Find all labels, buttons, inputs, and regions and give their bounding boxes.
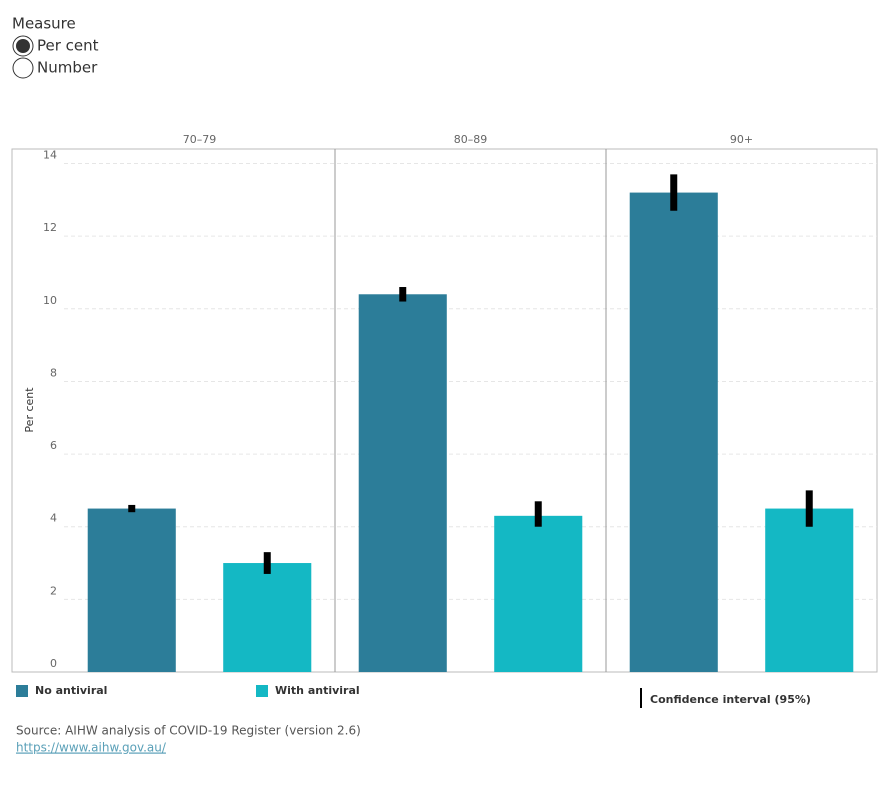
radio-dot	[16, 39, 30, 53]
source-link-text[interactable]: https://www.aihw.gov.au/	[16, 741, 167, 755]
radio-label[interactable]: Per cent	[37, 37, 99, 55]
y-tick-label: 4	[50, 512, 57, 525]
y-tick-label: 14	[43, 149, 57, 162]
measure-title: Measure	[12, 15, 76, 33]
bar	[765, 508, 854, 672]
legend-swatch	[256, 685, 268, 697]
y-tick-label: 6	[50, 439, 57, 452]
legend-label: With antiviral	[275, 684, 360, 697]
y-tick-label: 10	[43, 294, 57, 307]
legend-label: No antiviral	[35, 684, 107, 697]
source-link[interactable]: https://www.aihw.gov.au/	[16, 741, 167, 755]
y-tick-label: 0	[50, 657, 57, 670]
source: Source: AIHW analysis of COVID-19 Regist…	[16, 724, 361, 738]
panel-header: 80–89	[454, 133, 488, 146]
bar	[494, 515, 583, 672]
ci-legend-label: Confidence interval (95%)	[650, 693, 811, 706]
y-tick-label: 8	[50, 366, 57, 379]
panel-header: 90+	[730, 133, 753, 146]
y-axis-label: Per cent	[23, 387, 36, 433]
legend-swatch	[16, 685, 28, 697]
radio-button[interactable]	[12, 57, 34, 79]
y-tick-label: 2	[50, 584, 57, 597]
bar	[223, 563, 312, 672]
bar	[358, 294, 447, 672]
bar	[629, 192, 718, 673]
y-tick-label: 12	[43, 221, 57, 234]
bar	[87, 508, 176, 672]
radio-label[interactable]: Number	[37, 59, 98, 77]
panel-header: 70–79	[183, 133, 217, 146]
